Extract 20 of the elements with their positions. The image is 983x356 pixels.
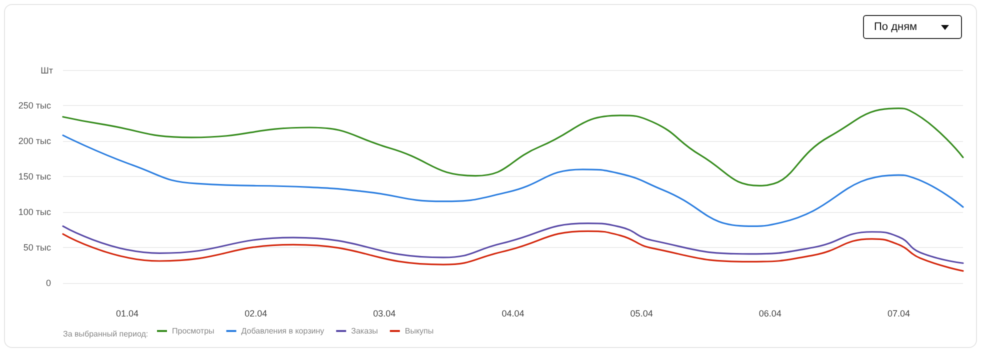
y-tick-label: 200 тыс <box>18 136 52 146</box>
x-tick-label: 06.04 <box>758 308 782 318</box>
legend-title: За выбранный период: <box>63 330 148 338</box>
y-axis-title: Шт <box>40 66 54 76</box>
legend-label: Добавления в корзину <box>241 326 324 336</box>
y-tick-label: 0 <box>46 278 51 288</box>
x-tick-label: 01.04 <box>116 308 139 318</box>
legend-label: Просмотры <box>172 326 215 336</box>
legend-label: Заказы <box>351 326 378 336</box>
y-tick-label: 100 тыс <box>18 207 52 217</box>
y-tick-label: 250 тыс <box>18 100 52 110</box>
x-tick-label: 05.04 <box>630 308 653 318</box>
legend-label: Выкупы <box>404 326 434 336</box>
period-dropdown: По дням <box>863 15 962 39</box>
x-tick-label: 04.04 <box>502 308 524 318</box>
x-tick-label: 02.04 <box>244 308 268 318</box>
y-tick-label: 150 тыс <box>18 172 52 182</box>
x-tick-label: 03.04 <box>373 308 396 318</box>
x-tick-label: 07.04 <box>887 308 910 318</box>
y-tick-label: 50 тыс <box>23 242 52 252</box>
